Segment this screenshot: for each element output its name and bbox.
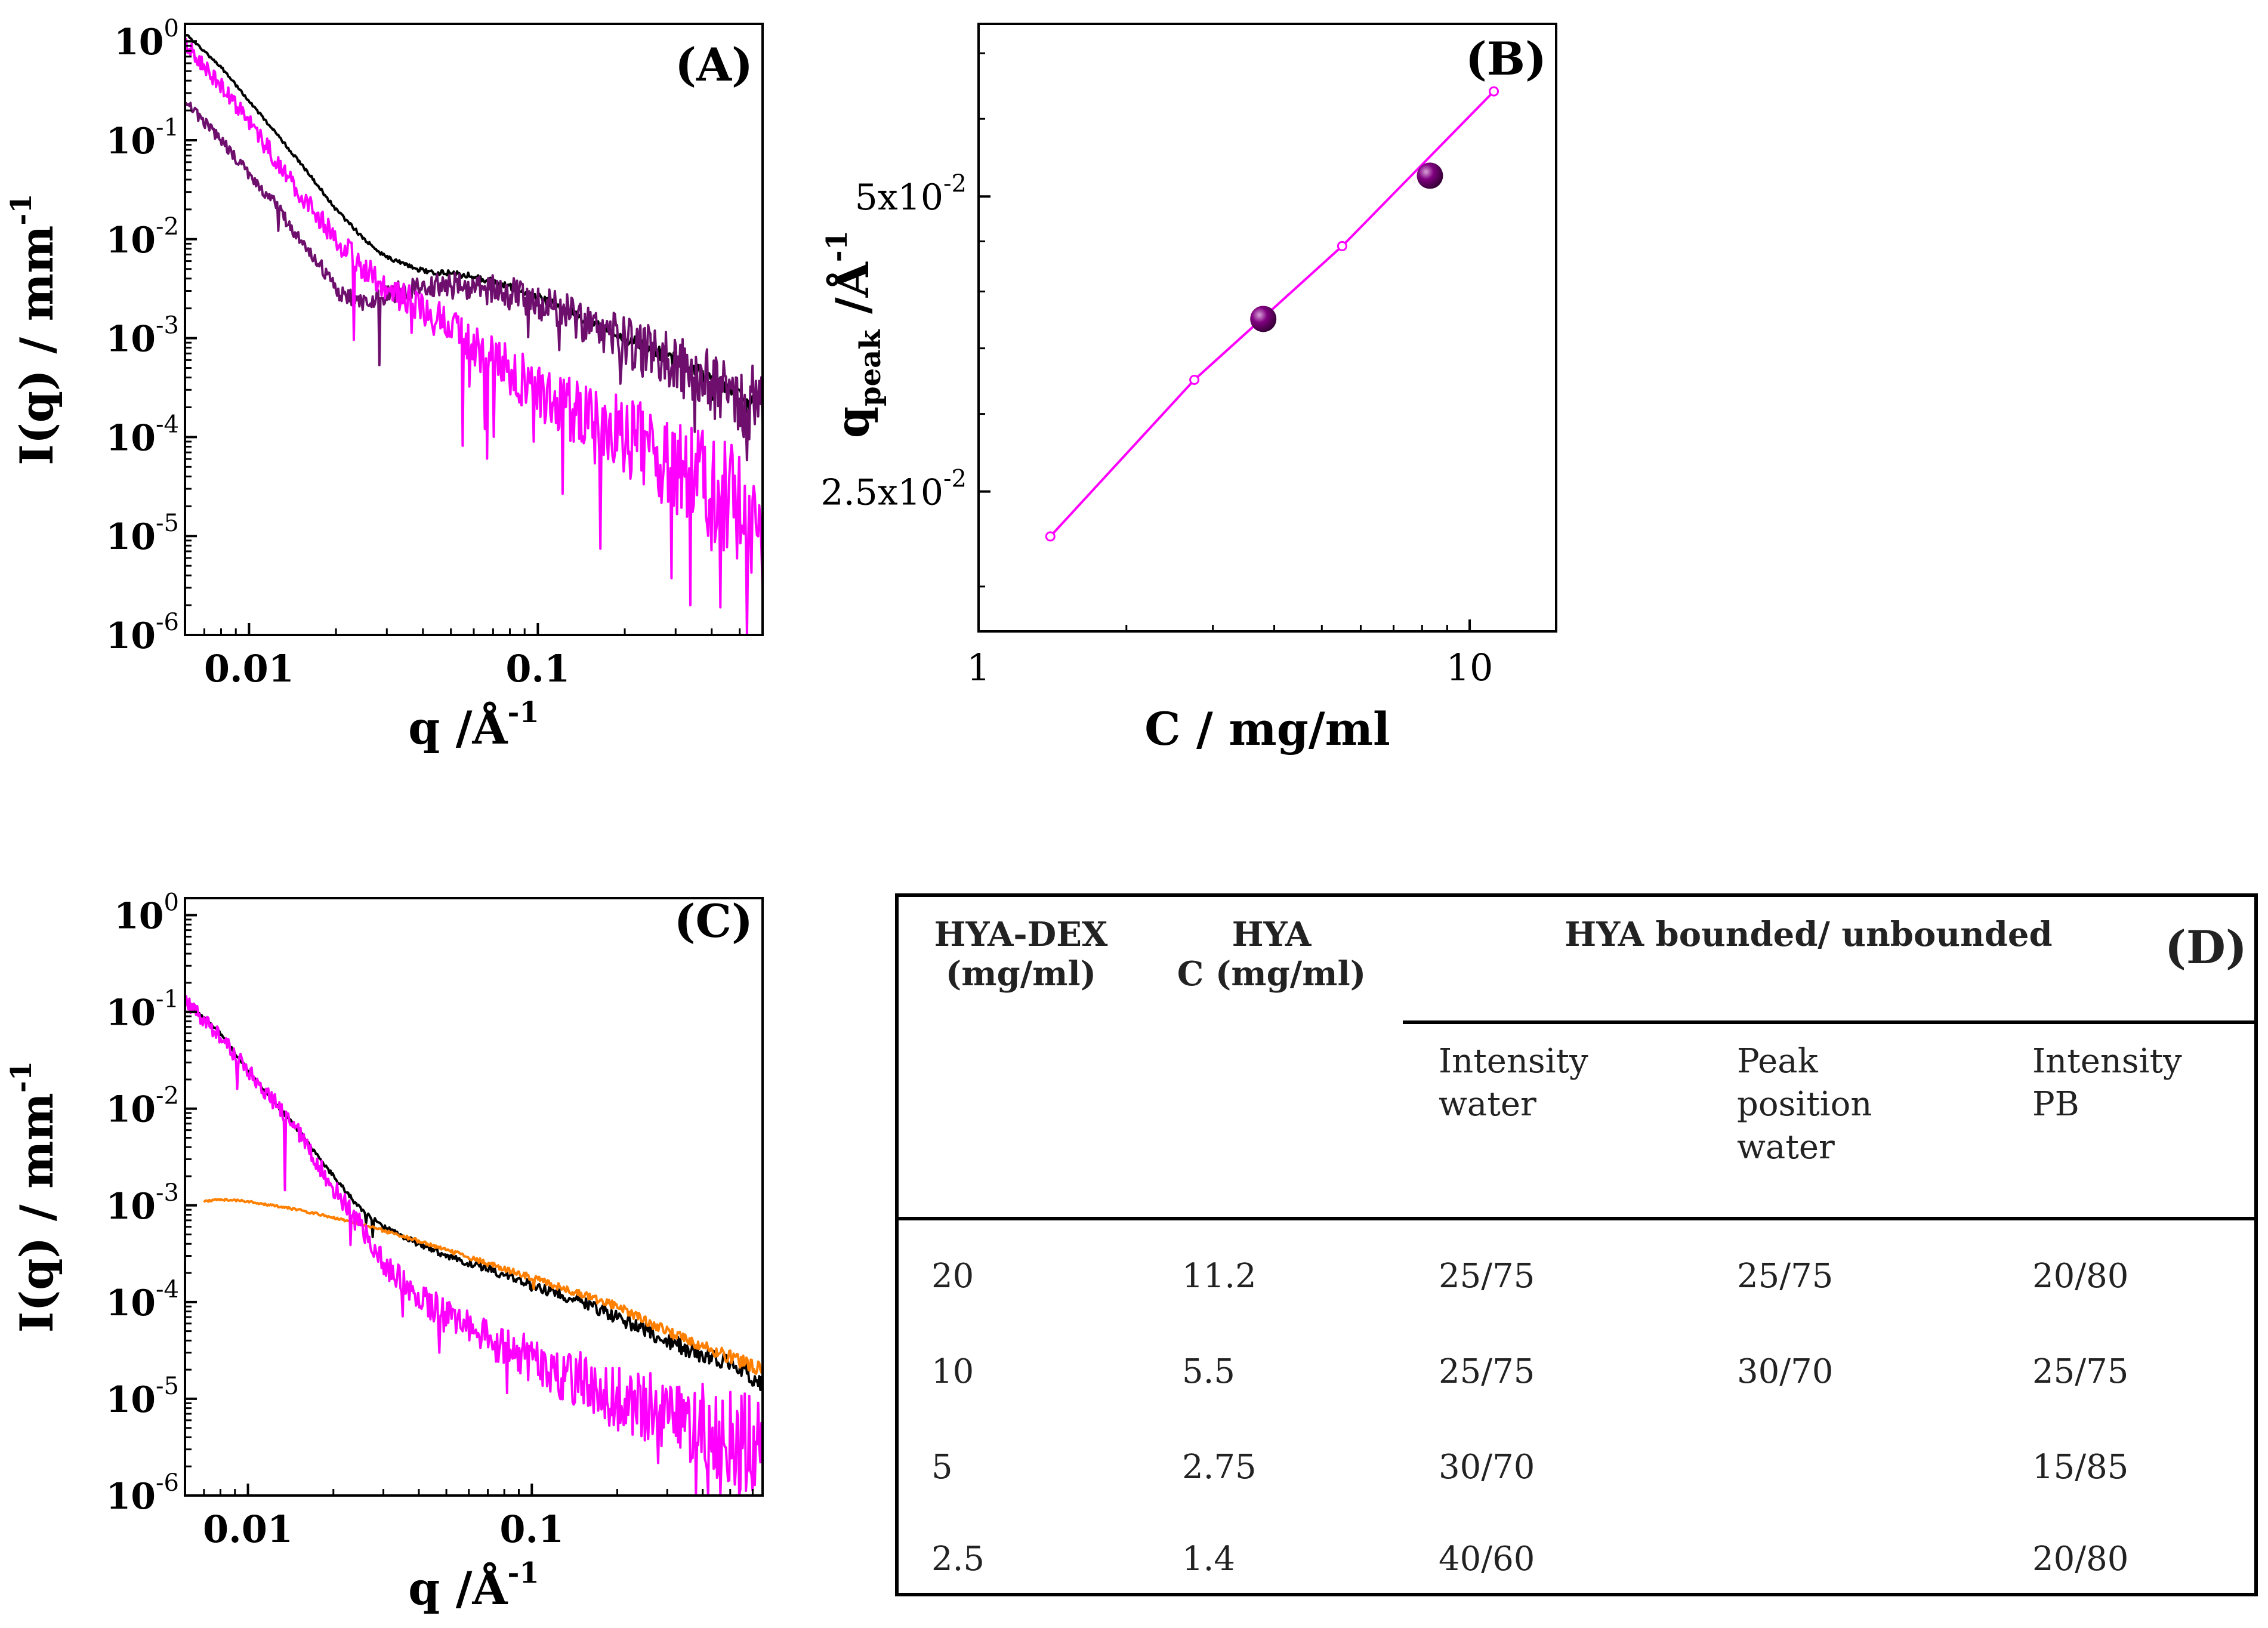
x-tick-label: 0.01 — [203, 1507, 293, 1551]
panel-label-a: (A) — [675, 38, 753, 91]
header-hya-c-line1: HYA — [1232, 915, 1312, 954]
table-cell: 5.5 — [1182, 1352, 1236, 1391]
table-cell: 2.5 — [931, 1540, 985, 1578]
table-cell: 40/60 — [1439, 1540, 1535, 1578]
header-intensity-pb-line1: Intensity — [2032, 1042, 2182, 1081]
header-peak-position-line2: position — [1737, 1085, 1872, 1124]
x-tick-label: 0.01 — [204, 647, 294, 690]
series-line-2 — [203, 1197, 763, 1375]
x-tick-label: 0.1 — [499, 1507, 564, 1551]
y-tick-label: 2.5x10-2 — [820, 465, 967, 514]
y-axis-label: qpeak /Å-1 — [820, 230, 887, 438]
y-tick-label: 10-1 — [106, 114, 179, 162]
y-tick-label: 10-2 — [106, 213, 179, 261]
x-axis-label: C / mg/ml — [1144, 702, 1390, 756]
table-cell: 11.2 — [1182, 1257, 1257, 1296]
panel-a-frame — [184, 23, 764, 636]
table-cell: 25/75 — [2032, 1352, 2129, 1391]
x-tick-label: 10 — [1446, 646, 1494, 689]
header-intensity-pb-line2: PB — [2032, 1085, 2079, 1124]
panel-a-chart: 0.01 0.1 100 10-1 10-2 10-3 10-4 10-5 10-6 (A) q /… — [5, 15, 764, 754]
line-marker — [1489, 86, 1499, 97]
table-cell: 30/70 — [1737, 1352, 1834, 1391]
table-cell: 25/75 — [1737, 1257, 1834, 1296]
panel-b-frame — [977, 23, 1557, 633]
y-tick-label: 100 — [114, 15, 179, 63]
panel-label-d: (D) — [2165, 921, 2247, 974]
line-marker — [1045, 531, 1056, 542]
series-line-3 — [185, 38, 763, 635]
y-tick-label: 10-3 — [106, 1179, 179, 1228]
x-axis-label: q /Å-1 — [408, 696, 539, 754]
y-tick-label: 10-3 — [106, 312, 179, 360]
data-point — [1417, 162, 1443, 189]
header-peak-position: Peak position water — [1737, 1040, 1872, 1169]
panel-c-chart: 0.01 0.1 100 10-1 10-2 10-3 10-4 10-5 10-6 (C) q /… — [5, 889, 764, 1615]
table-cell: 20 — [931, 1257, 974, 1296]
y-tick-label: 10-5 — [106, 510, 179, 558]
header-intensity-water: Intensity water — [1439, 1040, 1588, 1126]
header-peak-position-line1: Peak — [1737, 1042, 1818, 1081]
line-marker — [1337, 240, 1347, 251]
table-group-rule — [1403, 1020, 2258, 1024]
y-tick-label: 10-4 — [106, 1276, 179, 1324]
header-intensity-water-line1: Intensity — [1439, 1042, 1588, 1081]
header-peak-position-line3: water — [1737, 1128, 1835, 1167]
panel-label-c: (C) — [674, 895, 753, 948]
table-cell: 15/85 — [2032, 1448, 2129, 1487]
y-tick-label: 10-4 — [106, 411, 179, 459]
header-intensity-pb: Intensity PB — [2032, 1040, 2182, 1126]
y-tick-label: 5x10-2 — [855, 170, 967, 218]
y-axis-label: I(q) / mm-1 — [5, 1061, 63, 1333]
y-axis-label: I(q) / mm-1 — [5, 193, 63, 465]
line-marker — [1189, 375, 1200, 386]
table-cell: 20/80 — [2032, 1257, 2129, 1296]
header-hya-c-line2: C (mg/ml) — [1177, 954, 1366, 994]
table-cell: 1.4 — [1182, 1540, 1236, 1578]
panel-b-chart: 1 10 5x10-2 2.5x10-2 (B) C / mg/ml qpeak /Å-1 — [820, 23, 1557, 756]
x-tick-label: 1 — [967, 646, 990, 689]
y-tick-label: 10-6 — [106, 609, 179, 657]
series-line-2 — [185, 101, 763, 461]
table-header-rule — [895, 1217, 2258, 1220]
panel-a-plot-area — [185, 33, 763, 635]
y-tick-label: 10-2 — [106, 1083, 179, 1131]
panel-c-plot-area — [185, 995, 763, 1496]
header-hya-dex: HYA-DEX (mg/ml) — [905, 915, 1137, 994]
y-tick-label: 10-5 — [106, 1373, 179, 1421]
header-group: HYA bounded/ unbounded — [1565, 915, 2053, 954]
x-axis-label: q /Å-1 — [408, 1556, 539, 1615]
y-tick-label: 10-1 — [106, 986, 179, 1034]
header-hya-dex-line2: (mg/ml) — [945, 954, 1097, 994]
table-cell: 30/70 — [1439, 1448, 1535, 1487]
table-cell: 25/75 — [1439, 1352, 1535, 1391]
header-hya-dex-line1: HYA-DEX — [934, 915, 1108, 954]
data-point — [1250, 306, 1277, 332]
table-cell: 20/80 — [2032, 1540, 2129, 1578]
header-hya-c: HYA C (mg/ml) — [1152, 915, 1391, 994]
table-cell: 2.75 — [1182, 1448, 1257, 1487]
y-tick-label: 100 — [114, 889, 179, 938]
panel-d-table: (D) HYA-DEX (mg/ml) HYA C (mg/ml) HYA bo… — [895, 893, 2258, 1596]
table-cell: 5 — [931, 1448, 953, 1487]
table-cell: 10 — [931, 1352, 974, 1391]
panel-label-b: (B) — [1465, 32, 1547, 85]
x-tick-label: 0.1 — [505, 647, 570, 690]
table-cell: 25/75 — [1439, 1257, 1535, 1296]
y-tick-label: 10-6 — [106, 1469, 179, 1518]
series-line-3 — [185, 995, 763, 1496]
header-intensity-water-line2: water — [1439, 1085, 1536, 1124]
panel-c-frame — [184, 897, 764, 1497]
